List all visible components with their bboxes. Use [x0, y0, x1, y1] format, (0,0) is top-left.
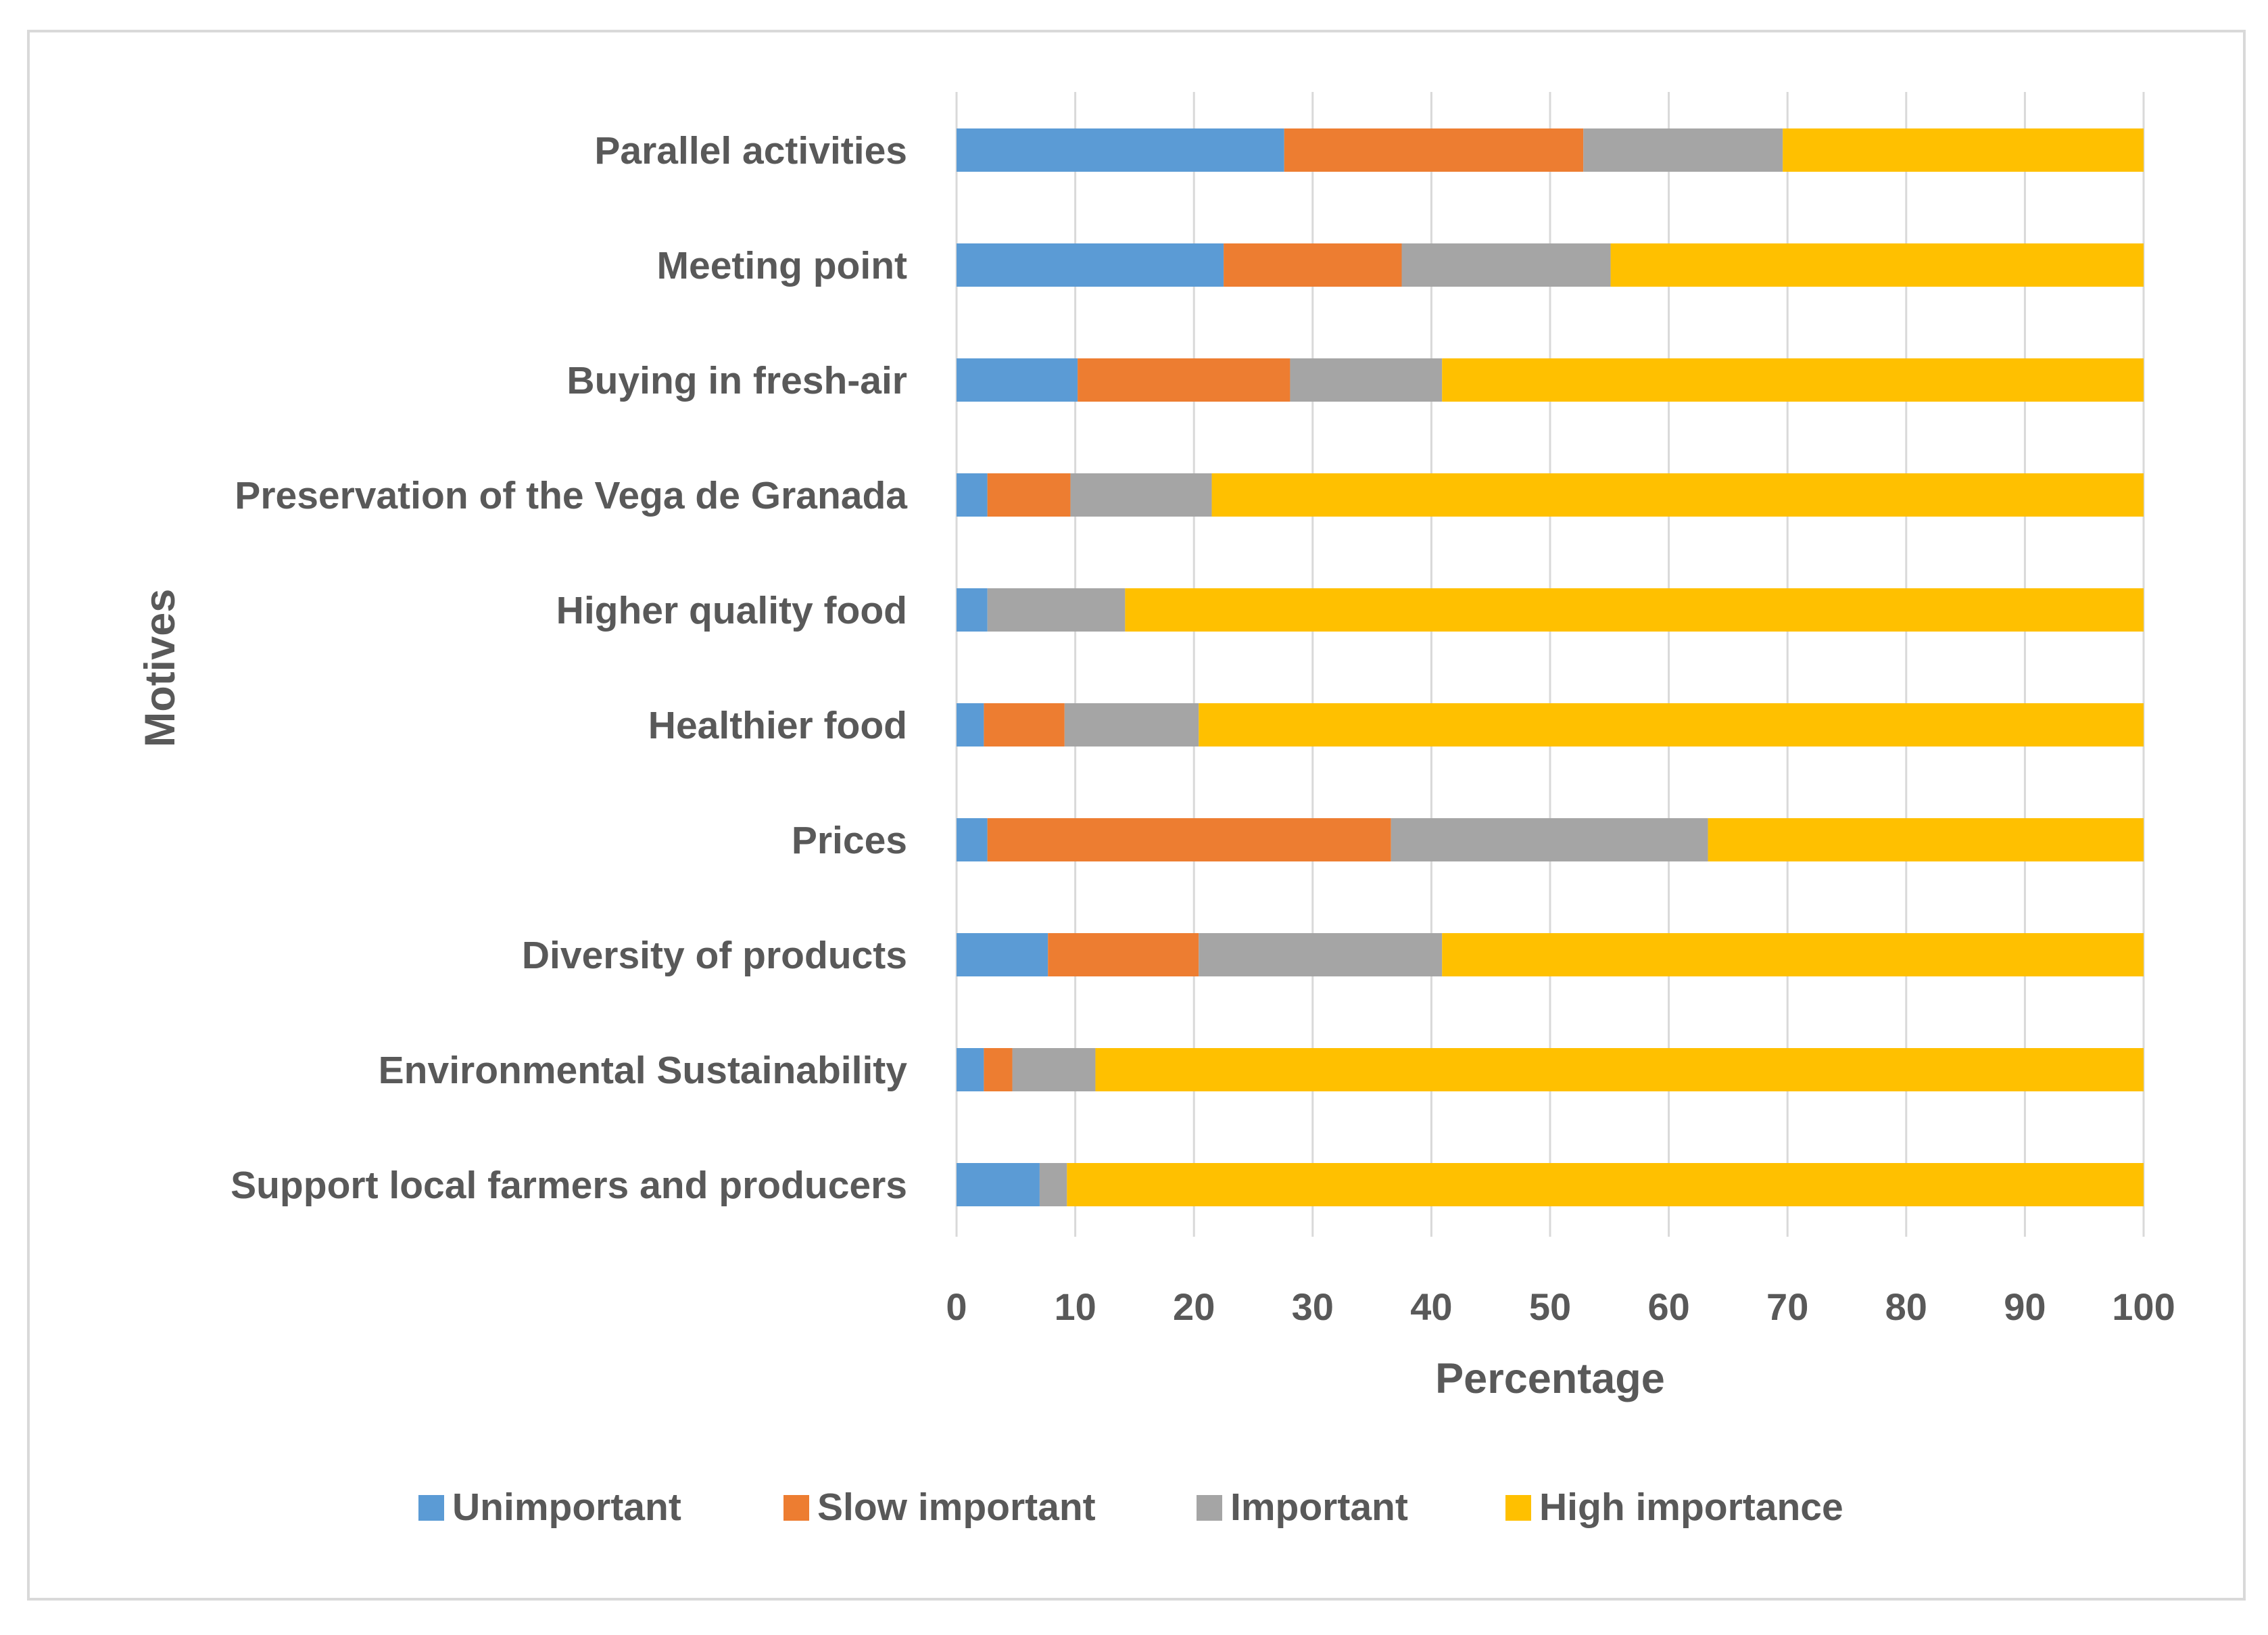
legend-label: Unimportant: [452, 1486, 681, 1529]
bar-segment-unimportant: [957, 933, 1048, 976]
x-tick-labels: 0 10 20 30 40 50 60 70 80 90 100: [946, 1285, 2175, 1328]
bar-segment-high-importance: [1211, 473, 2144, 517]
x-tick-label: 40: [1410, 1285, 1452, 1328]
y-axis-label: Motives: [137, 589, 184, 748]
legend-label: Important: [1230, 1486, 1408, 1529]
bar-segment-high-importance: [1442, 933, 2144, 976]
legend-swatch: [418, 1495, 444, 1521]
bar-segment-high-importance: [1783, 128, 2144, 172]
legend: Unimportant Slow important Important High i…: [418, 1486, 1843, 1529]
x-tick-label: 20: [1173, 1285, 1215, 1328]
bar-segment-slow-important: [1078, 358, 1290, 402]
category-label: Buying in fresh-air: [566, 359, 907, 402]
bar-segment-unimportant: [957, 1048, 984, 1091]
bar-segment-high-importance: [1199, 703, 2144, 747]
bar-segment-slow-important: [987, 818, 1391, 861]
bar-segment-important: [1199, 933, 1443, 976]
category-label: Preservation of the Vega de Granada: [235, 474, 908, 517]
bar-segment-unimportant: [957, 818, 988, 861]
bar-segment-important: [1583, 128, 1783, 172]
legend-label: Slow important: [817, 1486, 1096, 1529]
bar-segment-high-importance: [1442, 358, 2144, 402]
category-label: Prices: [792, 819, 907, 862]
bar-segment-slow-important: [1048, 933, 1199, 976]
bar-segment-high-importance: [1125, 588, 2144, 632]
bar-segment-high-importance: [1067, 1163, 2144, 1206]
chart-frame: Parallel activities Meeting point Buying i…: [27, 30, 2246, 1601]
bar-segment-unimportant: [957, 243, 1224, 287]
category-label: Healthier food: [648, 704, 907, 747]
bar-segment-high-importance: [1610, 243, 2144, 287]
bar-segment-unimportant: [957, 703, 984, 747]
x-tick-label: 90: [2004, 1285, 2046, 1328]
bar-segment-important: [1391, 818, 1708, 861]
bars: [957, 128, 2144, 1206]
bar-segment-slow-important: [987, 473, 1071, 517]
bar-segment-important: [987, 588, 1126, 632]
x-tick-label: 100: [2112, 1285, 2175, 1328]
x-tick-label: 50: [1529, 1285, 1571, 1328]
legend-swatch: [783, 1495, 809, 1521]
bar-segment-high-importance: [1095, 1048, 2144, 1091]
x-tick-label: 60: [1647, 1285, 1689, 1328]
category-label: Support local farmers and producers: [231, 1164, 907, 1207]
bar-segment-important: [1064, 703, 1199, 747]
x-axis-label: Percentage: [1435, 1355, 1665, 1402]
bar-segment-important: [1012, 1048, 1096, 1091]
x-tick-label: 30: [1292, 1285, 1334, 1328]
bar-segment-slow-important: [984, 1048, 1013, 1091]
x-tick-label: 0: [946, 1285, 967, 1328]
bar-segment-unimportant: [957, 358, 1078, 402]
bar-segment-unimportant: [957, 473, 988, 517]
category-label: Higher quality food: [556, 589, 907, 632]
bar-segment-important: [1039, 1163, 1067, 1206]
legend-swatch: [1505, 1495, 1531, 1521]
bar-segment-slow-important: [1284, 128, 1584, 172]
category-labels: Parallel activities Meeting point Buying i…: [231, 129, 908, 1207]
bar-segment-important: [1290, 358, 1443, 402]
category-label: Environmental Sustainability: [379, 1049, 908, 1092]
category-label: Diversity of products: [522, 934, 907, 977]
stacked-bar-chart: Parallel activities Meeting point Buying i…: [137, 92, 2175, 1529]
x-tick-label: 10: [1054, 1285, 1096, 1328]
category-label: Meeting point: [657, 244, 907, 287]
x-tick-label: 80: [1885, 1285, 1927, 1328]
x-tick-label: 70: [1766, 1285, 1808, 1328]
bar-segment-slow-important: [1224, 243, 1402, 287]
category-label: Parallel activities: [594, 129, 907, 172]
bar-segment-important: [1070, 473, 1212, 517]
bar-segment-unimportant: [957, 588, 988, 632]
bar-segment-important: [1401, 243, 1611, 287]
legend-label: High importance: [1539, 1486, 1843, 1529]
legend-swatch: [1197, 1495, 1222, 1521]
bar-segment-slow-important: [984, 703, 1065, 747]
bar-segment-high-importance: [1708, 818, 2144, 861]
bar-segment-unimportant: [957, 1163, 1040, 1206]
bar-segment-unimportant: [957, 128, 1284, 172]
